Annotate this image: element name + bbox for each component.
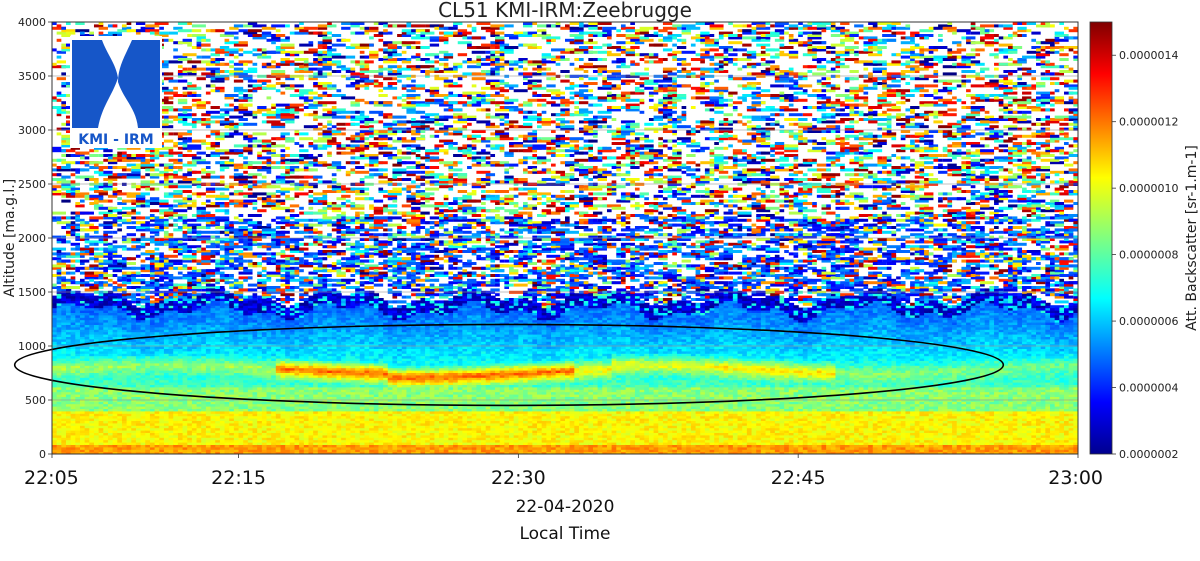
colorbar-tick-label: 0.0000014 [1119, 49, 1179, 62]
y-tick-label: 3500 [18, 70, 46, 83]
x-tick-label: 22:15 [211, 467, 266, 489]
colorbar-ticks: 0.0000002 0.0000004 0.0000006 0.0000008 0.00… [1112, 49, 1179, 461]
y-tick-label: 0 [39, 448, 46, 461]
chart-title: CL51 KMI-IRM:Zeebrugge [438, 0, 692, 22]
y-axis-label: Altitude [ma.g.l.] [2, 179, 18, 297]
y-axis: 0 500 1000 1500 2000 2500 3000 3500 4000 [18, 16, 52, 461]
logo-left-shape-icon [72, 40, 118, 128]
x-axis-label: Local Time [519, 524, 610, 544]
y-tick-label: 1500 [18, 286, 46, 299]
x-tick-label: 23:00 [1048, 467, 1103, 489]
y-tick-label: 1000 [18, 340, 46, 353]
colorbar-tick-label: 0.0000012 [1119, 116, 1179, 129]
y-tick-label: 2000 [18, 232, 46, 245]
colorbar-tick-label: 0.0000002 [1119, 448, 1179, 461]
y-tick-label: 2500 [18, 178, 46, 191]
colorbar-tick-label: 0.0000008 [1119, 249, 1179, 262]
gridlines [52, 75, 1078, 401]
x-axis-date-label: 22-04-2020 [516, 497, 615, 517]
x-axis: 22:05 22:15 22:30 22:45 23:00 [24, 454, 1103, 489]
x-tick-label: 22:05 [24, 467, 79, 489]
y-tick-label: 4000 [18, 16, 46, 29]
annotation-ellipse [13, 323, 1005, 407]
colorbar [1089, 21, 1113, 455]
kmi-irm-logo: KMI - IRM [70, 36, 162, 148]
colorbar-tick-label: 0.0000010 [1119, 182, 1179, 195]
colorbar-label: Att. Backscatter [sr-1.m-1] [1184, 145, 1200, 331]
colorbar-tick-label: 0.0000004 [1119, 382, 1179, 395]
y-tick-label: 500 [25, 394, 46, 407]
annotation-layer [13, 323, 1005, 407]
colorbar-tick-label: 0.0000006 [1119, 315, 1179, 328]
x-tick-label: 22:45 [771, 467, 826, 489]
logo-text: KMI - IRM [78, 132, 153, 148]
y-tick-label: 3000 [18, 124, 46, 137]
logo-right-shape-icon [118, 40, 160, 128]
x-tick-label: 22:30 [491, 467, 546, 489]
